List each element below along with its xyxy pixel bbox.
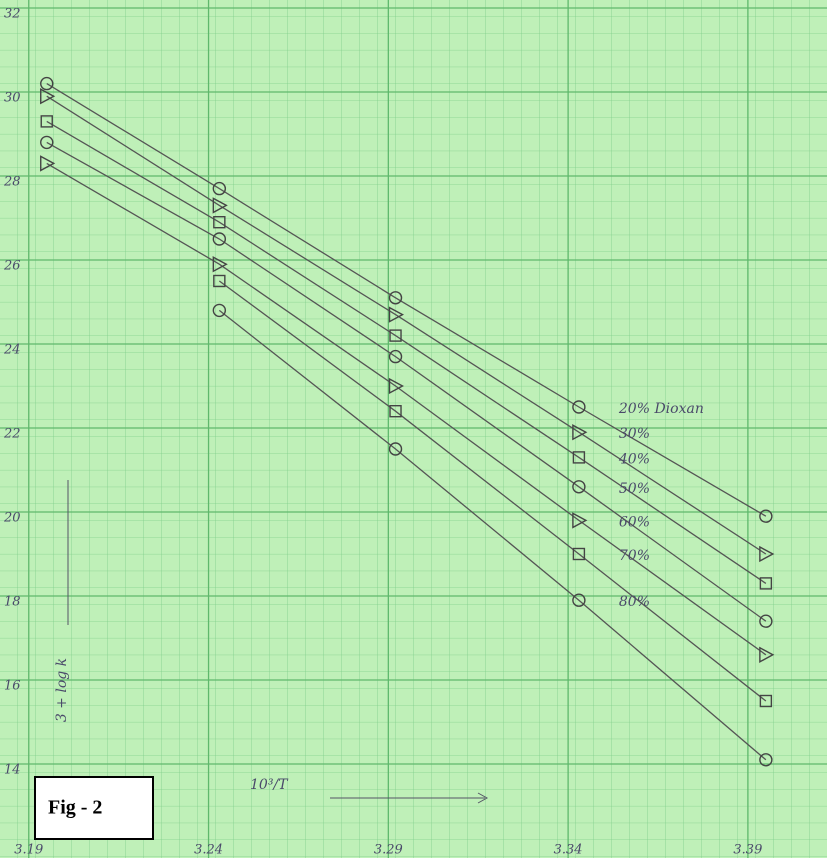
y-label: 3 + log k xyxy=(54,658,70,722)
y-tick-label: 16 xyxy=(4,679,21,694)
x-tick-label: 3.34 xyxy=(554,843,583,858)
y-tick-label: 28 xyxy=(3,175,21,190)
y-tick-label: 20 xyxy=(3,511,21,526)
y-tick-label: 14 xyxy=(4,763,21,778)
x-tick-label: 3.29 xyxy=(374,843,403,858)
fig-label: Fig - 2 xyxy=(48,797,102,819)
x-label: 10³/T xyxy=(250,777,289,793)
y-tick-label: 26 xyxy=(3,259,21,274)
x-tick-label: 3.24 xyxy=(194,843,223,858)
y-tick-label: 32 xyxy=(4,7,21,22)
x-tick-label: 3.19 xyxy=(14,843,43,858)
y-tick-label: 24 xyxy=(3,343,21,358)
y-tick-label: 30 xyxy=(4,91,21,106)
legend-label: 50% xyxy=(619,481,650,497)
y-tick-label: 18 xyxy=(4,595,21,610)
legend-label: 80% xyxy=(619,594,650,610)
legend-label: 30% xyxy=(619,426,650,442)
chart: 14 16 18 20 22 24 26 28 30 32 3.19 3.24 3.29 3.34 3.39… xyxy=(0,0,827,858)
legend-label: 70% xyxy=(619,548,650,564)
x-tick-label: 3.39 xyxy=(733,843,762,858)
legend-label: 60% xyxy=(619,514,650,530)
legend-label: 40% xyxy=(618,451,650,467)
y-tick-label: 22 xyxy=(3,427,21,442)
paper-grid xyxy=(0,0,827,858)
legend-label: 20% Dioxan xyxy=(618,401,704,417)
